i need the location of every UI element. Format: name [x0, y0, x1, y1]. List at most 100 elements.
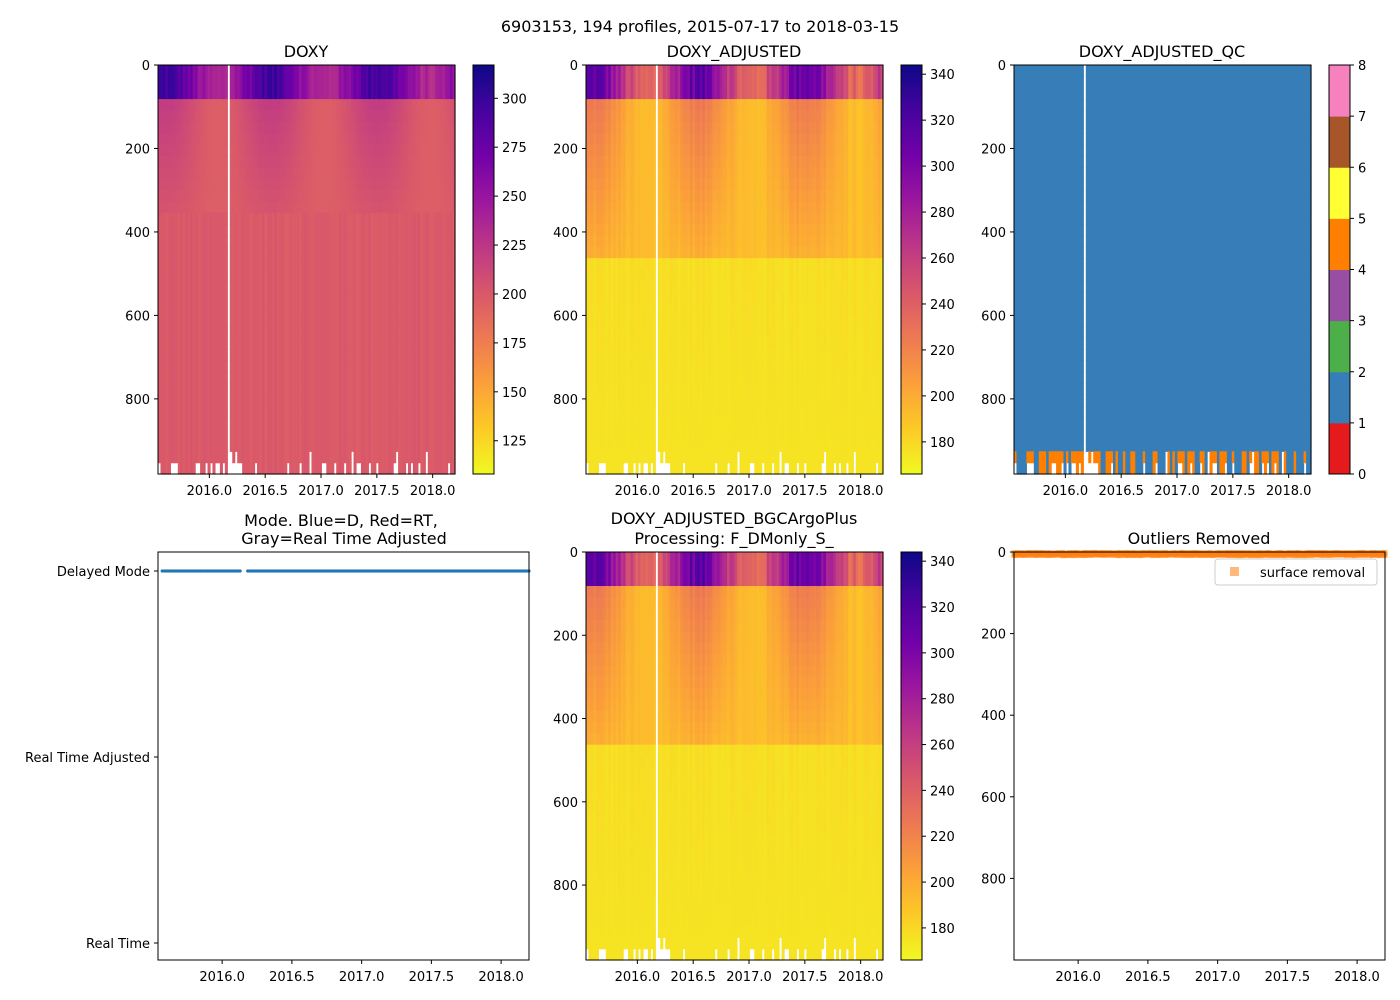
doxy-cell	[242, 201, 246, 214]
doxy-cell	[217, 394, 221, 407]
doxy-cell	[219, 144, 223, 157]
doxy-cell	[158, 110, 162, 123]
doxy-cell	[197, 133, 201, 146]
doxy-cell	[207, 144, 211, 157]
doxy-cell	[185, 224, 189, 237]
doxy-cell	[249, 269, 253, 282]
doxy-cell	[252, 167, 256, 180]
doxy-cell	[180, 360, 184, 373]
doxy-cell	[271, 326, 275, 339]
doxy-cell	[222, 65, 226, 77]
doxy-cell	[244, 292, 248, 305]
doxy-cell	[242, 224, 246, 237]
doxy-cell	[180, 235, 184, 248]
doxy-cell	[202, 167, 206, 180]
doxy-cell	[249, 144, 253, 157]
doxy-cell	[247, 349, 251, 361]
doxy-cell	[242, 258, 246, 271]
doxy-cell	[207, 326, 211, 339]
doxy-cell	[259, 246, 263, 259]
doxy-cell	[200, 371, 204, 384]
doxy-cell	[244, 383, 248, 396]
doxy-cell	[244, 99, 248, 112]
doxy-cell	[224, 360, 228, 373]
doxy-cell	[205, 201, 209, 214]
doxy-cell	[222, 451, 226, 464]
doxy-cell	[264, 65, 268, 77]
doxy-cell	[209, 201, 214, 214]
doxy-cell	[177, 439, 181, 452]
doxy-cell	[167, 235, 171, 248]
doxy-cell	[274, 87, 278, 100]
doxy-cell	[232, 428, 236, 441]
doxy-cell	[195, 360, 199, 373]
doxy-cell	[182, 439, 186, 452]
doxy-cell	[177, 451, 181, 464]
doxy-cell	[192, 337, 196, 350]
doxy-cell	[252, 144, 256, 157]
doxy-cell	[175, 451, 179, 464]
doxy-cell	[222, 235, 226, 248]
doxy-cell	[190, 144, 194, 157]
doxy-cell	[160, 428, 164, 441]
doxy-cell	[160, 349, 164, 361]
doxy-cell	[237, 246, 241, 259]
doxy-cell	[266, 303, 270, 316]
doxy-cell	[244, 121, 248, 134]
doxy-cell	[276, 133, 280, 146]
doxy-cell	[214, 280, 218, 293]
doxy-cell	[217, 303, 221, 316]
doxy-cell	[162, 189, 167, 202]
doxy-cell	[209, 178, 214, 191]
doxy-cell	[212, 269, 216, 282]
doxy-cell	[170, 258, 174, 271]
doxy-cell	[195, 110, 199, 123]
doxy-cell	[180, 303, 184, 316]
doxy-cell	[222, 110, 226, 123]
doxy-cell	[192, 87, 196, 100]
doxy-cell	[205, 326, 209, 339]
doxy-colorbar-label: 300	[502, 92, 527, 107]
doxy-cell	[247, 326, 251, 339]
doxy-cell	[222, 155, 226, 168]
doxy-cell	[160, 201, 164, 214]
doxy-cell	[257, 121, 261, 134]
doxy-cell	[160, 360, 164, 373]
doxy-cell	[269, 292, 273, 305]
doxy-cell	[219, 235, 223, 248]
doxy-cell	[266, 133, 270, 146]
doxy-cell	[224, 292, 228, 305]
doxy-cell	[224, 99, 228, 112]
doxy-cell	[219, 428, 223, 441]
doxy-cell	[239, 360, 243, 373]
doxy-cell	[254, 235, 258, 248]
doxy-cell	[254, 110, 258, 123]
doxy-cell	[195, 133, 199, 146]
doxy-cell	[237, 87, 241, 100]
doxy-cell	[252, 155, 256, 168]
doxy-cell	[259, 65, 263, 77]
doxy-cell	[190, 235, 194, 248]
doxy-cell	[234, 155, 238, 168]
doxy-cell	[192, 326, 196, 339]
doxy-cell	[158, 201, 162, 214]
doxy-cell	[217, 155, 221, 168]
doxy-cell	[269, 314, 273, 327]
doxy-cell	[222, 292, 226, 305]
doxy-cell	[274, 189, 278, 202]
doxy-cell	[234, 428, 238, 441]
doxy-cell	[209, 371, 214, 384]
doxy-cell	[202, 121, 206, 134]
doxy-cell	[182, 428, 186, 441]
doxy-cell	[197, 451, 201, 464]
doxy-cell	[242, 349, 246, 361]
doxy-cell	[353, 462, 357, 475]
doxy-cell	[229, 235, 233, 248]
doxy-cell	[165, 178, 169, 191]
doxy-cell	[212, 99, 216, 112]
doxy-cell	[274, 110, 278, 123]
doxy-cell	[271, 371, 275, 384]
doxy-cell	[185, 65, 189, 77]
doxy-cell	[195, 65, 199, 77]
doxy-cell	[254, 394, 258, 407]
